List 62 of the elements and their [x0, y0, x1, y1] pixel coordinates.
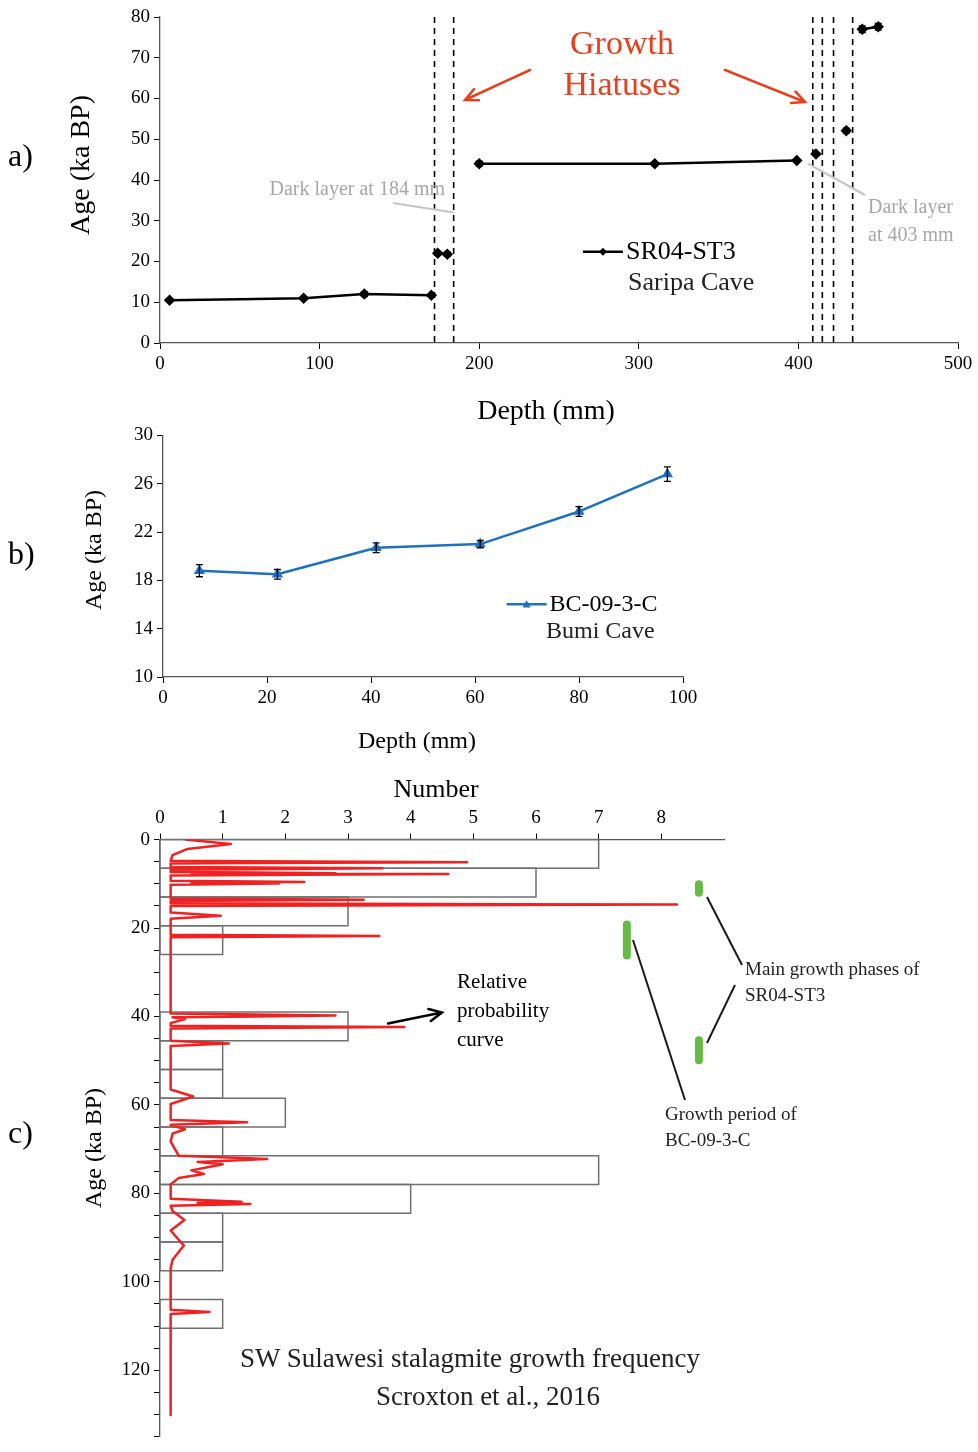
x-tick-label: 60 [465, 686, 485, 708]
x-tick-label: 2 [280, 806, 291, 828]
y-tick-label: 30 [131, 208, 150, 230]
annotation: Growth Hiatuses [563, 23, 681, 102]
x-tick-label: 4 [405, 806, 416, 828]
text: b) [8, 535, 35, 571]
x-tick-label: 3 [343, 806, 353, 828]
y-tick-label: 26 [134, 471, 153, 493]
y-tick-label: 40 [131, 167, 150, 189]
annotation: Bumi Cave [546, 617, 655, 644]
y-tick-label: 0 [140, 827, 150, 849]
x-axis-title: Depth (mm) [477, 394, 615, 426]
y-tick-label: 60 [131, 1092, 150, 1114]
y-tick-label: 40 [131, 1004, 150, 1026]
x-tick-label: 80 [569, 686, 589, 708]
y-tick-label: 22 [134, 520, 153, 542]
x-tick-label: 6 [531, 806, 541, 828]
text: Growth period of BC-09-3-C [665, 1102, 798, 1150]
legend-label: SR04-ST3 [625, 235, 736, 265]
annotation: Dark layer at 403 mm [868, 195, 954, 246]
text: c) [8, 1114, 33, 1150]
text: Main growth phases of SR04-ST3 [745, 957, 921, 1005]
y-tick-label: 80 [131, 4, 150, 26]
x-axis-title: Depth (mm) [358, 727, 476, 754]
annotation: SW Sulawesi stalagmite growth frequency [240, 1343, 701, 1374]
x-tick-label: 400 [784, 352, 813, 374]
y-tick-label: 70 [131, 45, 150, 67]
x-tick-label: 40 [361, 686, 381, 708]
y-tick-label: 0 [140, 330, 150, 352]
y-tick-label: 60 [131, 86, 150, 108]
annotation: Relative probability curve [457, 968, 550, 1051]
annotation: Dark layer at 184 mm [269, 177, 446, 201]
x-tick-label: 100 [668, 686, 698, 708]
x-tick-label: 200 [464, 352, 494, 374]
y-axis-title: Age (ka BP) [80, 1088, 107, 1208]
x-tick-label: 1 [217, 806, 228, 828]
y-tick-label: 50 [131, 127, 150, 149]
y-tick-label: 14 [134, 616, 154, 638]
y-tick-label: 18 [134, 568, 153, 590]
annotation: Scroxton et al., 2016 [375, 1381, 601, 1412]
x-tick-label: 300 [624, 352, 654, 374]
x-axis-title: Number [393, 773, 479, 803]
y-tick-label: 100 [121, 1269, 150, 1291]
x-tick-label: 7 [593, 806, 604, 828]
y-tick-label: 30 [134, 423, 153, 445]
x-tick-label: 0 [158, 686, 168, 708]
annotation: Saripa Cave [628, 266, 755, 296]
y-tick-label: 120 [121, 1358, 150, 1380]
y-axis-title: Age (ka BP) [64, 95, 96, 235]
y-tick-label: 20 [131, 249, 150, 271]
x-tick-label: 8 [656, 806, 667, 828]
x-tick-label: 100 [305, 352, 334, 374]
y-axis-title: Age (ka BP) [80, 490, 107, 610]
y-tick-label: 20 [131, 916, 150, 938]
y-tick-label: 80 [131, 1181, 150, 1203]
legend-label: BC-09-3-C [549, 589, 658, 616]
x-tick-label: 5 [468, 806, 479, 828]
x-tick-label: 20 [257, 686, 277, 708]
y-tick-label: 10 [131, 290, 150, 312]
y-tick-label: 10 [134, 664, 153, 686]
text: a) [8, 137, 33, 173]
x-tick-label: 500 [943, 352, 973, 374]
